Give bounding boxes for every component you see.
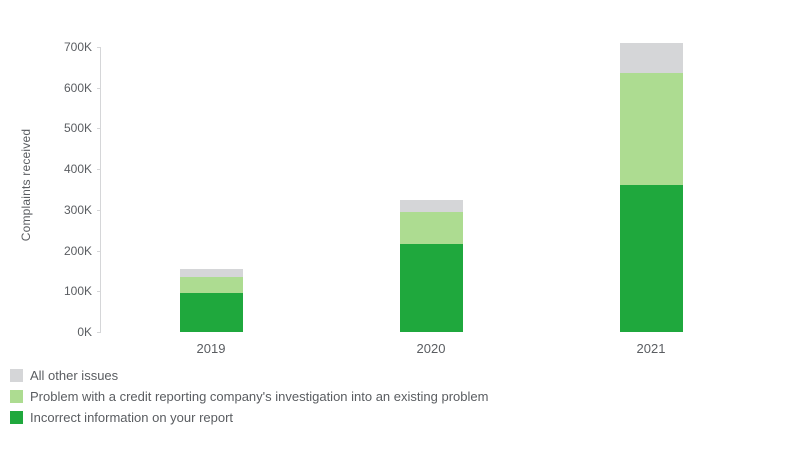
bar-segment (179, 268, 243, 278)
x-tick-label: 2021 (636, 341, 666, 356)
y-tick-label: 300K (63, 202, 92, 217)
y-axis-title: Complaints received (19, 128, 33, 242)
y-tick-mark (97, 87, 101, 89)
y-tick-mark (97, 128, 101, 130)
y-tick-label: 400K (63, 162, 92, 177)
y-tick-mark (97, 169, 101, 171)
legend-label: Problem with a credit reporting company'… (30, 389, 489, 404)
bar-segment (179, 277, 243, 293)
legend-label: All other issues (30, 368, 119, 383)
bar-segment (619, 42, 683, 74)
legend: All other issues Problem with a credit re… (10, 368, 488, 425)
y-tick-mark (97, 250, 101, 252)
bar-segment (399, 211, 463, 245)
legend-swatch (10, 411, 23, 424)
y-tick-label: 100K (63, 284, 92, 299)
y-tick-label: 0K (77, 325, 92, 339)
legend-item: Problem with a credit reporting company'… (10, 389, 488, 404)
bar-segment (179, 292, 243, 332)
y-tick-mark (97, 291, 101, 293)
y-tick-mark (97, 209, 101, 211)
x-tick-label: 2020 (416, 341, 446, 356)
x-tick-label: 2019 (196, 341, 226, 356)
y-tick-label: 200K (63, 243, 92, 258)
plot-area: 0K 100K 200K 300K 400K 500K 600K 700K 2019 2020 20… (64, 40, 761, 356)
bar-segment (619, 73, 683, 186)
legend-item: All other issues (10, 368, 488, 383)
y-tick-mark (97, 332, 101, 333)
bar-segment (399, 199, 463, 212)
legend-swatch (10, 390, 23, 403)
legend-item: Incorrect information on your report (10, 410, 488, 425)
bar-segment (399, 244, 463, 332)
y-tick-label: 600K (63, 80, 92, 95)
y-tick-label: 700K (63, 40, 92, 54)
y-tick-mark (97, 47, 101, 48)
legend-label: Incorrect information on your report (30, 410, 234, 425)
bar-segment (619, 185, 683, 332)
legend-swatch (10, 369, 23, 382)
y-tick-label: 500K (63, 121, 92, 136)
